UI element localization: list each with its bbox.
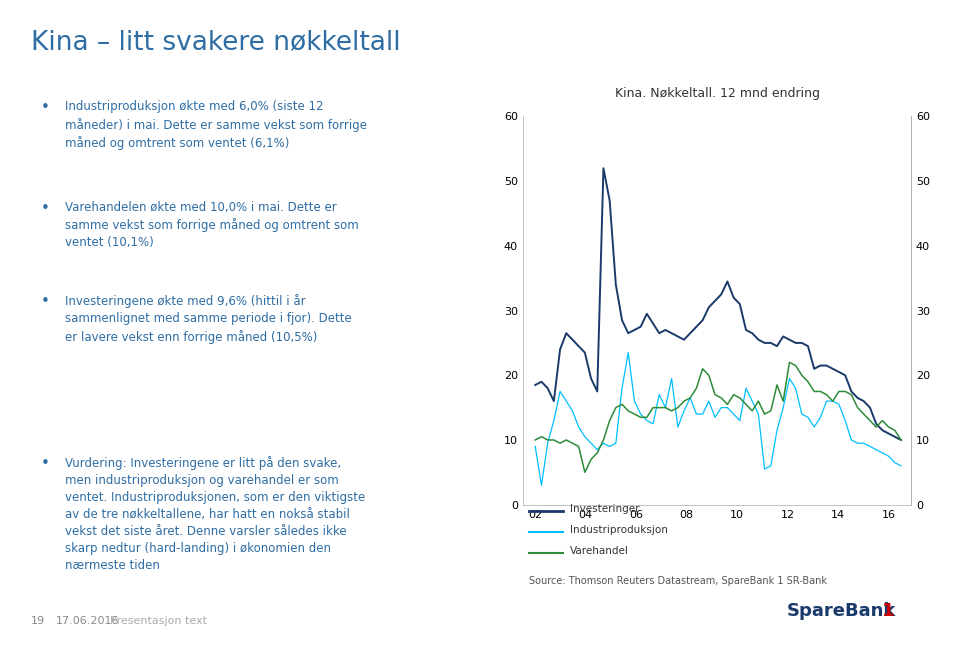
Text: •: •: [40, 294, 49, 309]
Text: 19: 19: [31, 617, 45, 626]
Text: Investeringene økte med 9,6% (hittil i år
sammenlignet med samme periode i fjor): Investeringene økte med 9,6% (hittil i å…: [65, 294, 352, 344]
Text: •: •: [40, 456, 49, 471]
Text: Industriproduksjon økte med 6,0% (siste 12
måneder) i mai. Dette er samme vekst : Industriproduksjon økte med 6,0% (siste …: [65, 100, 367, 150]
Text: Varehandelen økte med 10,0% i mai. Dette er
samme vekst som forrige måned og omt: Varehandelen økte med 10,0% i mai. Dette…: [65, 201, 359, 249]
Text: Source: Thomson Reuters Datastream, SpareBank 1 SR-Bank: Source: Thomson Reuters Datastream, Spar…: [529, 576, 828, 586]
Text: 17.06.2016: 17.06.2016: [56, 617, 119, 626]
Text: Kina. Nøkkeltall. 12 mnd endring: Kina. Nøkkeltall. 12 mnd endring: [615, 87, 820, 100]
Text: SpareBank: SpareBank: [786, 602, 896, 620]
Text: Industriproduksjon: Industriproduksjon: [570, 525, 667, 535]
Text: Vurdering: Investeringene er litt på den svake,
men industriproduksjon og vareha: Vurdering: Investeringene er litt på den…: [65, 456, 365, 572]
Text: •: •: [40, 100, 49, 115]
Text: •: •: [40, 201, 49, 215]
Text: 1: 1: [882, 602, 895, 620]
Text: Kina – litt svakere nøkkeltall: Kina – litt svakere nøkkeltall: [31, 29, 400, 55]
Text: Presentasjon text: Presentasjon text: [110, 617, 207, 626]
Text: Investeringer: Investeringer: [570, 505, 639, 514]
Text: Varehandel: Varehandel: [570, 546, 628, 556]
